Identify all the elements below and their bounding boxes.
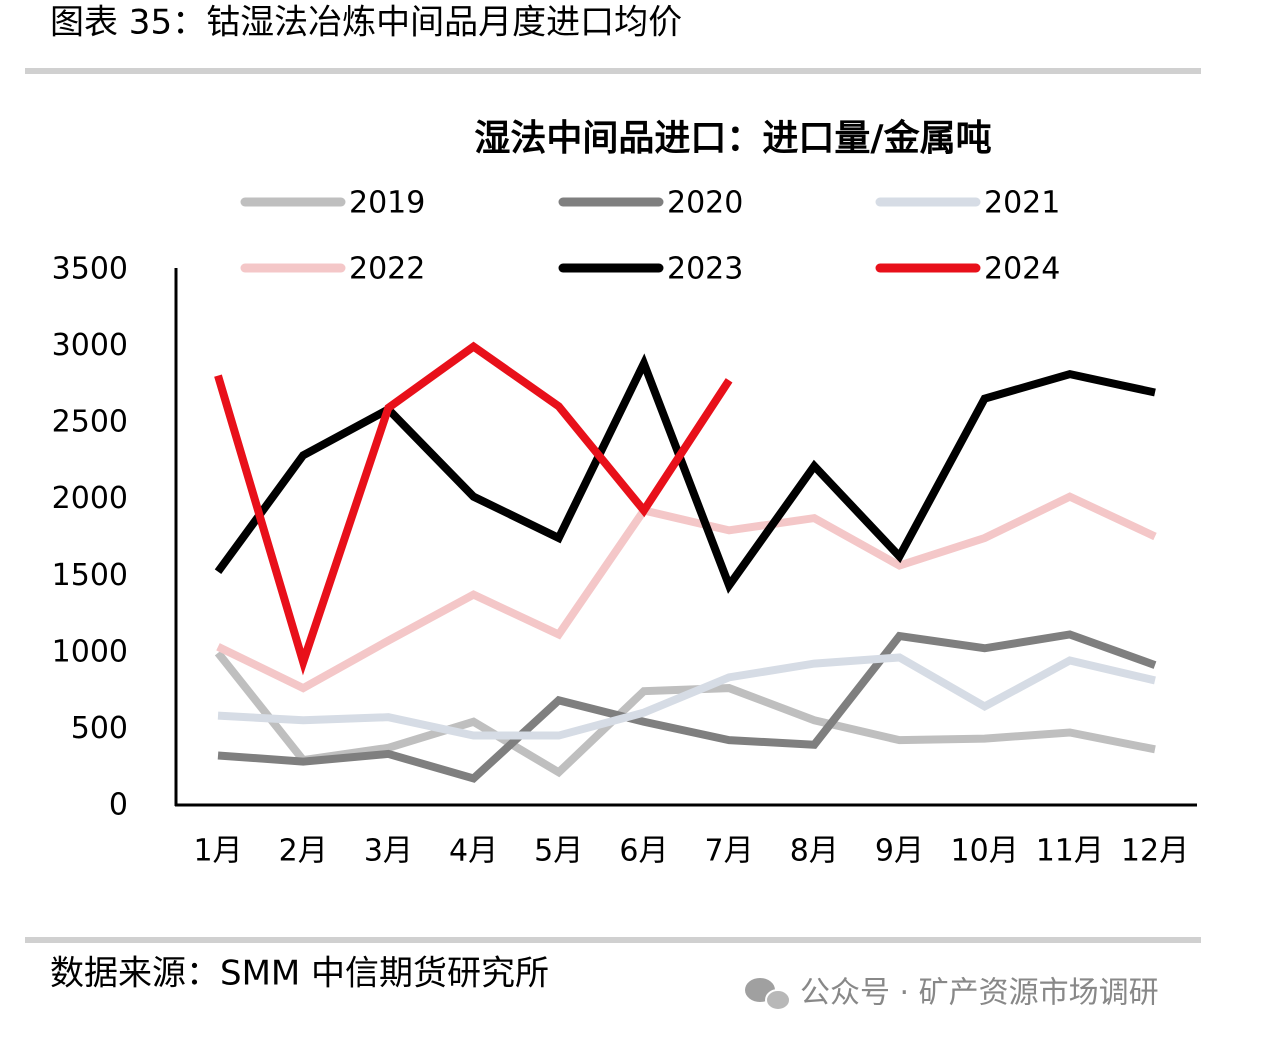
series-line	[216, 492, 1157, 693]
x-tick-label: 1月	[193, 834, 242, 869]
x-tick-label: 10月	[951, 834, 1019, 869]
y-tick-label: 500	[71, 711, 128, 746]
series-line	[217, 630, 1157, 783]
legend-label: 2023	[667, 252, 743, 287]
y-tick-label: 1500	[52, 558, 128, 593]
x-tick-label: 12月	[1121, 834, 1189, 869]
series-line	[214, 341, 733, 676]
x-tick-label: 5月	[534, 834, 583, 869]
legend-label: 2019	[349, 186, 425, 221]
y-tick-label: 3000	[52, 328, 128, 363]
watermark: 公众号 · 矿产资源市场调研	[800, 976, 1159, 1011]
legend-label: 2022	[349, 252, 425, 287]
x-tick-label: 4月	[449, 834, 498, 869]
y-tick-label: 1000	[52, 634, 128, 669]
legend-label: 2020	[667, 186, 743, 221]
wechat-icon	[745, 978, 791, 1011]
series-line	[214, 650, 1156, 778]
x-tick-label: 3月	[364, 834, 413, 869]
y-tick-label: 2500	[52, 405, 128, 440]
x-tick-label: 11月	[1036, 834, 1104, 869]
y-tick-label: 3500	[52, 252, 128, 287]
y-tick-label: 0	[109, 788, 128, 823]
y-tick-label: 2000	[52, 481, 128, 516]
x-tick-label: 8月	[790, 834, 839, 869]
x-tick-label: 9月	[875, 834, 924, 869]
header-rule	[25, 68, 1201, 74]
x-tick-label: 2月	[279, 834, 328, 869]
x-tick-label: 7月	[705, 834, 754, 869]
x-tick-label: 6月	[619, 834, 668, 869]
figure-title: 图表 35：钴湿法冶炼中间品月度进口均价	[50, 3, 682, 43]
chart-title: 湿法中间品进口：进口量/金属吨	[474, 117, 991, 159]
series-line	[217, 653, 1156, 740]
footer-rule	[25, 937, 1201, 943]
legend-label: 2021	[984, 186, 1060, 221]
source-note: 数据来源：SMM 中信期货研究所	[50, 954, 549, 994]
legend-label: 2024	[984, 252, 1060, 287]
series-line	[214, 353, 1156, 594]
